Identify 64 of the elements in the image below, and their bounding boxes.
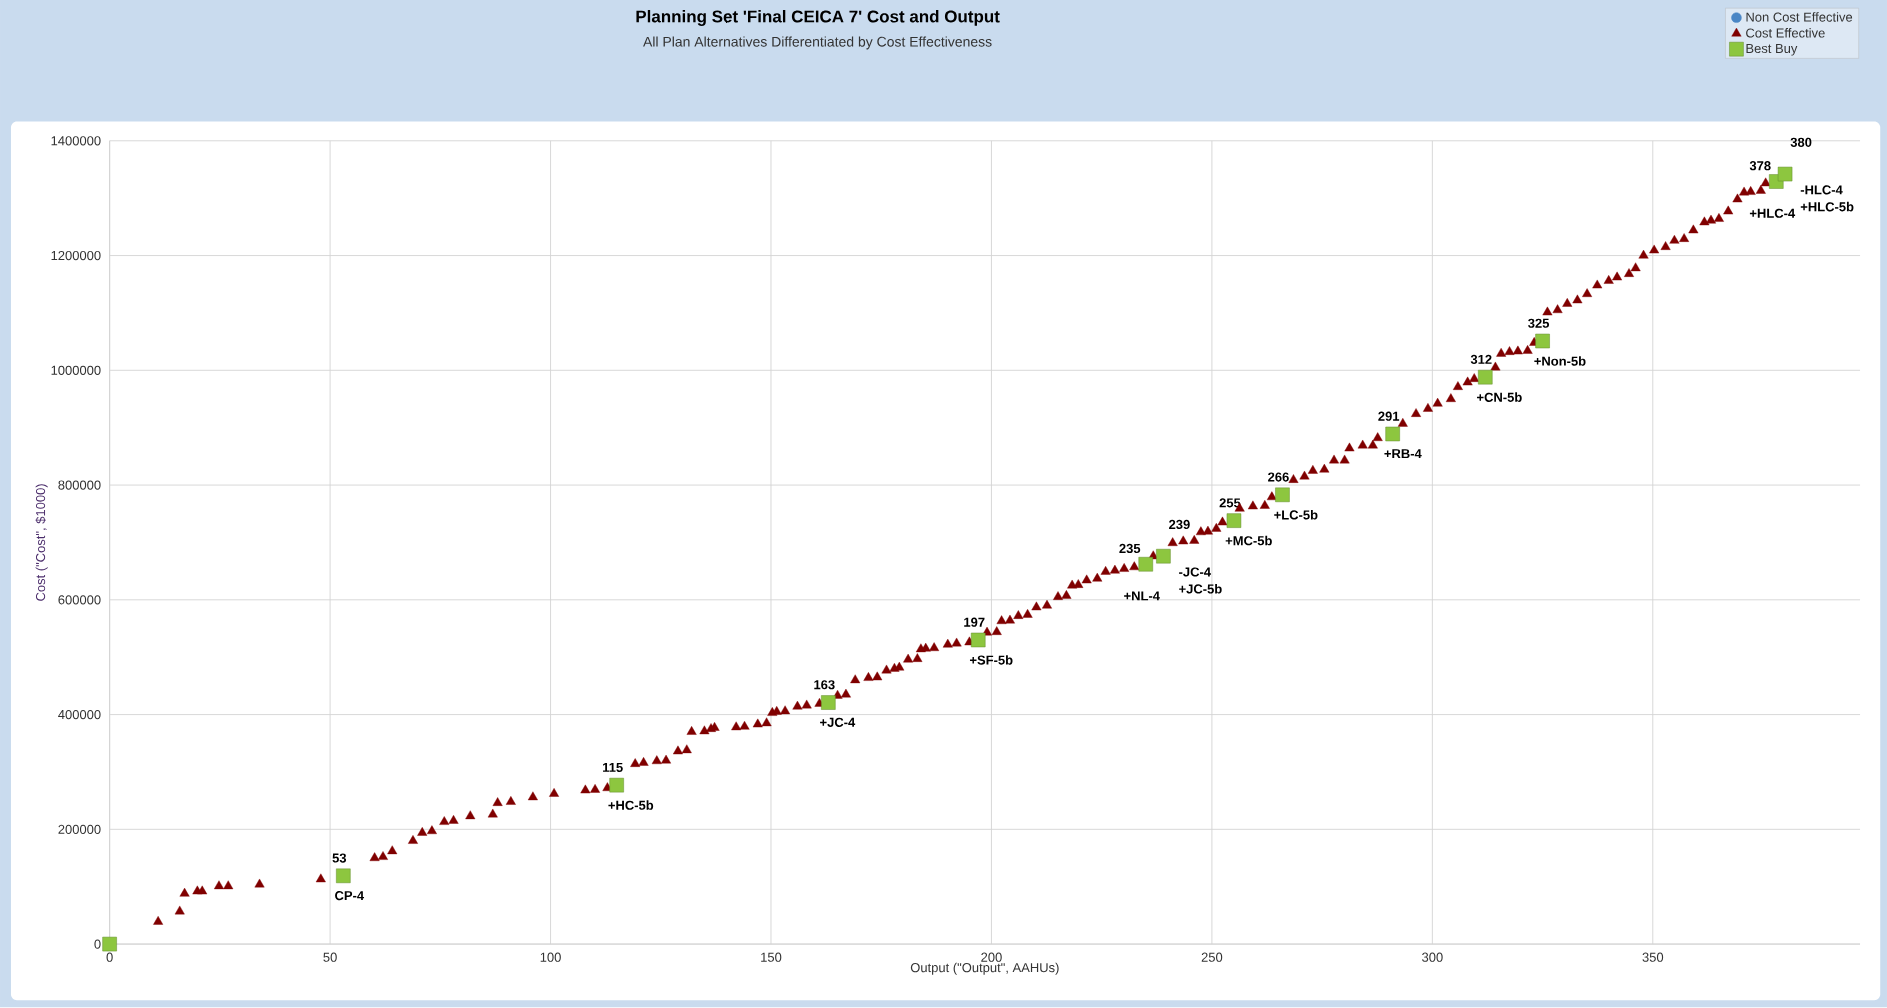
annotation: +JC-5b: [1179, 584, 1222, 594]
point: [970, 632, 986, 648]
annotation: -JC-4: [1179, 567, 1211, 577]
y-tick-label: 1400000: [51, 136, 101, 146]
annotation: 325: [1528, 318, 1550, 329]
annotation: +HC-5b: [608, 800, 654, 811]
annotation: 239: [1169, 520, 1190, 530]
x-tick-label: 150: [761, 952, 782, 963]
annotation: +LC-5b: [1274, 510, 1318, 520]
y-tick-label: 1200000: [51, 251, 101, 261]
annotation: CP-4: [335, 891, 365, 901]
y-tick-label: 600000: [58, 595, 101, 605]
annotation: 115: [603, 763, 623, 773]
y-tick-label: 800000: [58, 480, 101, 490]
point: [102, 937, 117, 952]
annotation: +NL-4: [1124, 591, 1160, 601]
point: [1156, 549, 1171, 564]
annotation: 266: [1268, 472, 1289, 482]
annotation: +MC-5b: [1225, 536, 1272, 546]
x-tick-label: 0: [106, 952, 113, 963]
annotation: +Non-5b: [1534, 356, 1586, 366]
x-axis-title: Output ("Output", AAHUs): [910, 962, 1059, 976]
legend-label: Best Buy: [1746, 44, 1798, 56]
point: [1535, 334, 1550, 349]
annotation: 163: [814, 680, 835, 690]
x-tick-label: 350: [1642, 952, 1664, 963]
x-tick-label: 200: [981, 952, 1002, 963]
chart-subtitle: All Plan Alternatives Differentiated by Cost Effectiveness: [643, 36, 992, 50]
annotation: +SF-5b: [969, 655, 1013, 665]
annotation: 255: [1219, 498, 1241, 508]
point: [1777, 167, 1793, 182]
annotation: +HLC-5b: [1800, 202, 1854, 212]
annotation: 197: [964, 617, 985, 628]
point: [1226, 513, 1242, 529]
chart-title: Planning Set 'Final CEICA 7' Cost and Output: [636, 10, 1000, 27]
x-tick-label: 100: [540, 952, 561, 963]
y-tick-label: 400000: [58, 710, 101, 720]
annotation: 53: [332, 853, 347, 863]
annotation: +CN-5b: [1477, 392, 1522, 403]
y-tick-label: 0: [94, 939, 101, 949]
point: [336, 868, 351, 884]
annotation: +HLC-4: [1749, 208, 1796, 219]
annotation: 291: [1378, 411, 1400, 422]
x-tick-label: 300: [1422, 952, 1443, 963]
point: [1478, 370, 1493, 385]
point: [821, 695, 836, 711]
annotation: 378: [1749, 161, 1771, 171]
point: [1138, 557, 1154, 572]
y-tick-label: 1000000: [51, 365, 101, 376]
point: [609, 778, 624, 793]
point: [1275, 487, 1290, 503]
x-tick-label: 50: [323, 952, 337, 963]
legend-label: Non Cost Effective: [1746, 12, 1853, 22]
y-tick-label: 200000: [58, 824, 101, 835]
annotation: 235: [1119, 544, 1141, 554]
annotation: 312: [1470, 355, 1492, 365]
x-tick-label: 250: [1201, 952, 1223, 963]
annotation: 380: [1790, 137, 1812, 148]
annotation: +RB-4: [1384, 449, 1422, 459]
y-axis-title: Cost ("Cost", $1000): [35, 484, 48, 602]
annotation: +JC-4: [820, 717, 856, 728]
annotation: -HLC-4: [1800, 185, 1843, 195]
legend-label: Cost Effective: [1746, 28, 1825, 38]
point: [1385, 427, 1400, 442]
